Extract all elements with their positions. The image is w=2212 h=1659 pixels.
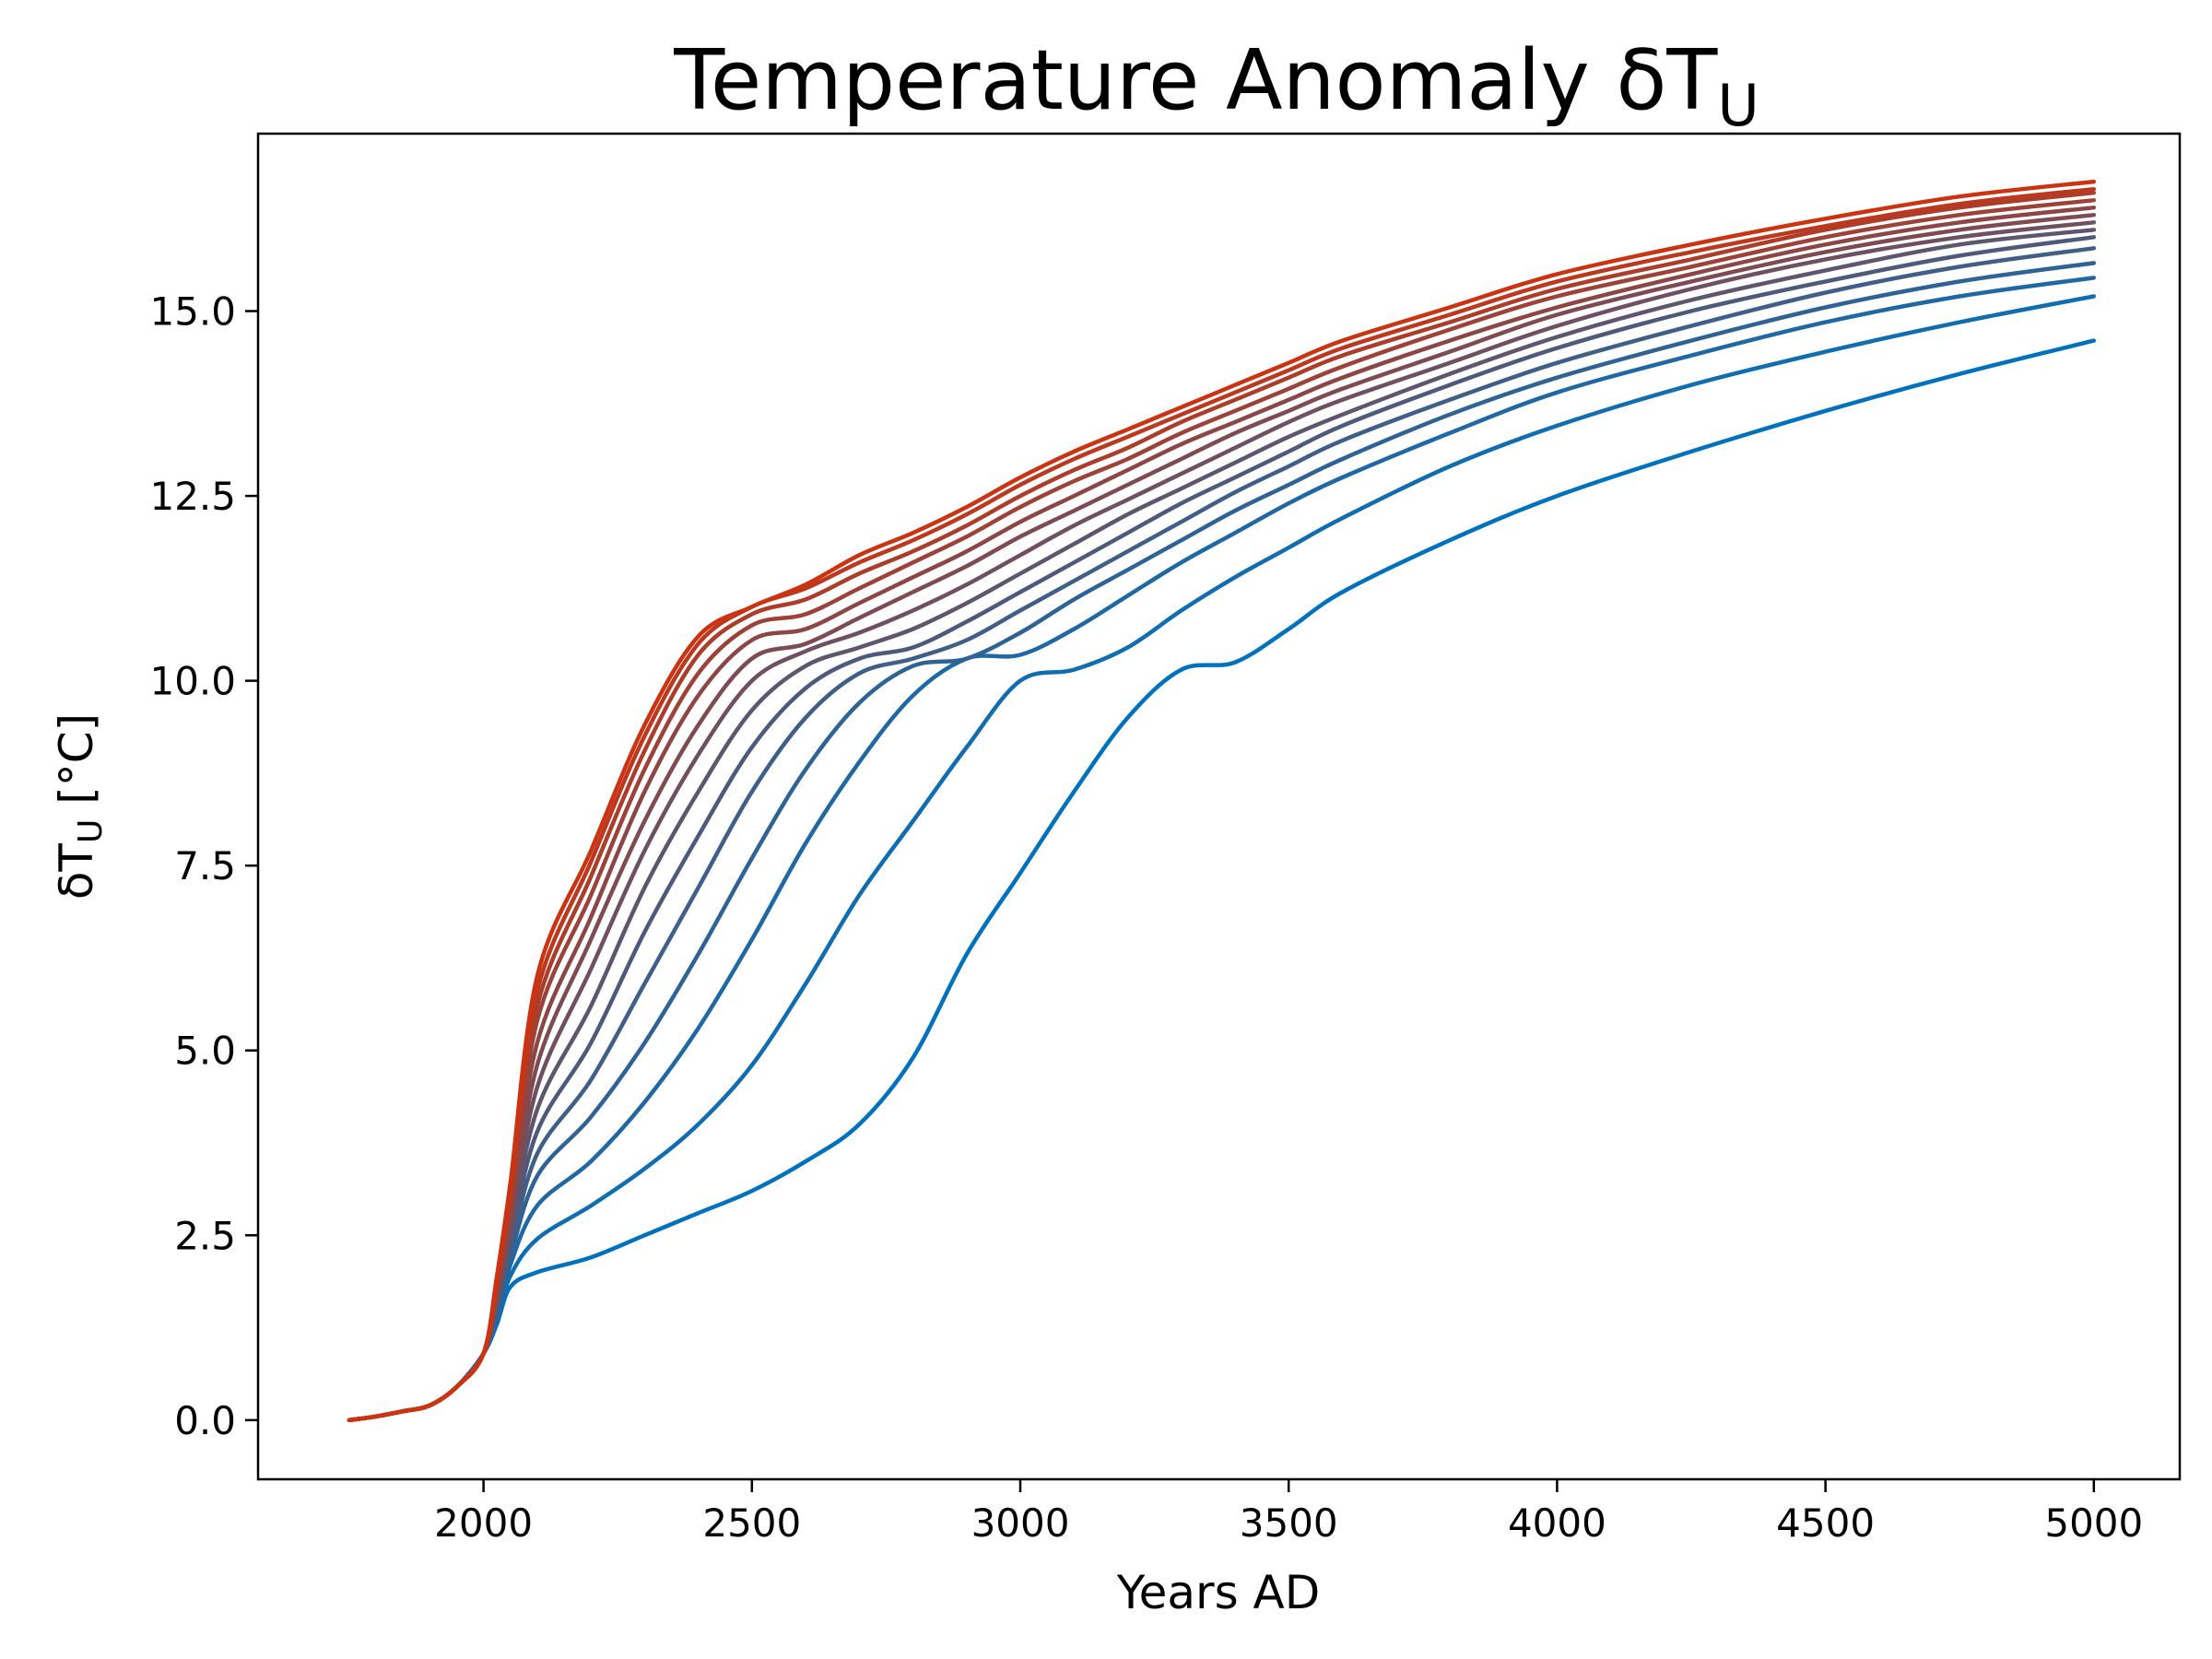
x-tick-label: 2500 [702, 1500, 801, 1546]
x-tick-label: 4000 [1508, 1500, 1606, 1546]
series-layer [347, 179, 2097, 1423]
y-tick-label: 5.0 [174, 1029, 236, 1074]
series-line-5 [347, 246, 2097, 1423]
y-axis-label-unit: [°C] [50, 713, 103, 819]
x-tick-label: 4500 [1776, 1500, 1875, 1546]
chart-title-subscript: U [1717, 72, 1759, 139]
x-tick-label: 5000 [2044, 1500, 2143, 1546]
y-axis-label-main: δT [50, 843, 103, 900]
y-tick-label: 15.0 [149, 289, 236, 335]
y-tick-label: 2.5 [174, 1213, 236, 1258]
chart-title-main: Temperature Anomaly δT [673, 32, 1718, 129]
chart-title: Temperature Anomaly δTU [673, 32, 1759, 139]
y-tick-label: 0.0 [174, 1398, 236, 1443]
x-tick-label: 2000 [434, 1500, 533, 1546]
x-axis: 2000 2500 3000 3500 4000 4500 5000 [434, 1479, 2143, 1546]
x-tick-label: 3000 [971, 1500, 1070, 1546]
series-line-8 [347, 220, 2097, 1423]
series-line-1 [347, 338, 2097, 1423]
plot-frame [256, 132, 2182, 1481]
y-axis-label-subscript: U [72, 819, 110, 843]
y-axis: 0.0 2.5 5.0 7.5 10.0 12.5 15.0 [149, 289, 258, 1443]
y-tick-label: 10.0 [149, 659, 236, 704]
y-tick-label: 12.5 [149, 474, 236, 519]
x-tick-label: 3500 [1240, 1500, 1338, 1546]
y-axis-label: δTU [°C] [50, 713, 110, 900]
series-line-14 [347, 179, 2097, 1423]
x-axis-label: Years AD [1116, 1566, 1321, 1619]
y-tick-label: 7.5 [174, 843, 236, 888]
